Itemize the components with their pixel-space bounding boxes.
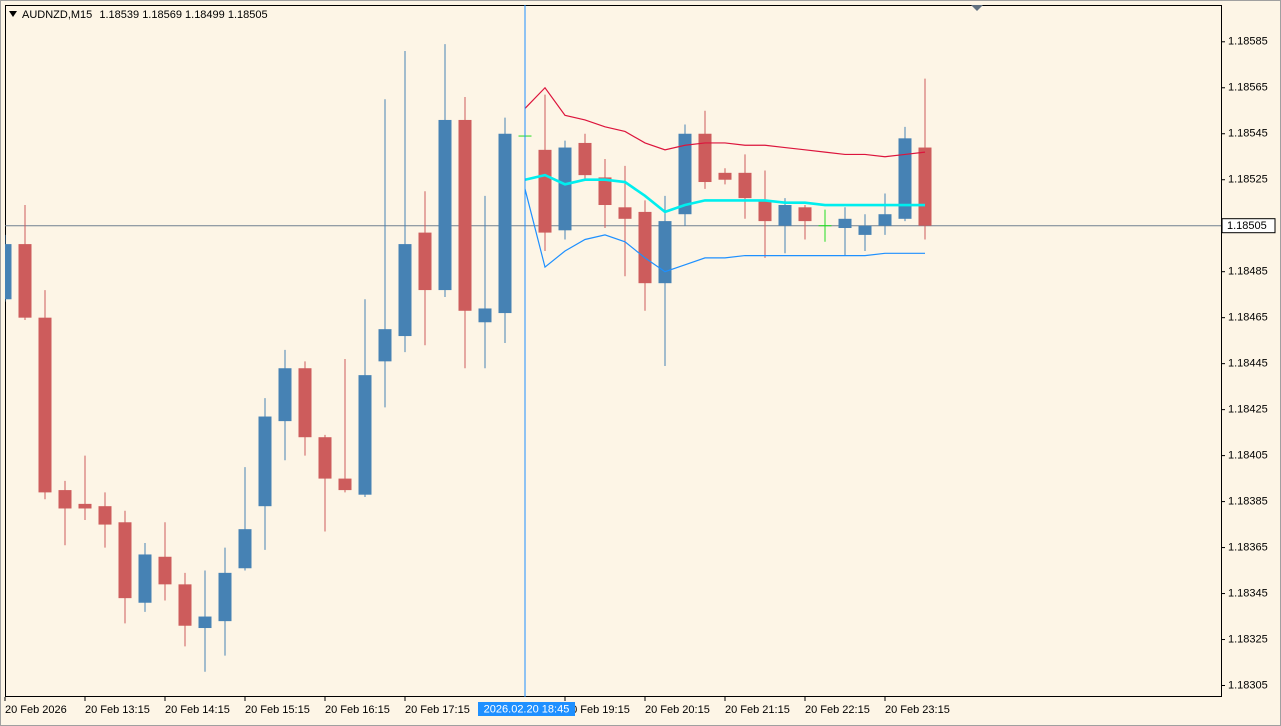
candle-body [478, 308, 492, 323]
candle-body [358, 375, 372, 495]
candle-body [398, 244, 412, 337]
candle-body [598, 177, 612, 206]
y-tick-label: 1.18525 [1228, 174, 1268, 186]
candle-body [758, 200, 772, 222]
plot-border [5, 5, 1222, 697]
candle-body [538, 149, 552, 233]
candle-body [858, 225, 872, 235]
y-tick-label: 1.18405 [1228, 450, 1268, 462]
header-menu-arrow[interactable] [9, 11, 17, 17]
x-tick-label: 20 Feb 23:15 [885, 704, 950, 716]
indicator-line [524, 173, 925, 214]
symbol-title: AUDNZD,M15 [22, 9, 92, 21]
header-open: 1.18539 [99, 9, 139, 21]
candle-body [618, 207, 632, 219]
y-tick-label: 1.18445 [1228, 358, 1268, 370]
candle-body [378, 329, 392, 362]
candle-body [58, 490, 72, 509]
axes: 1.18585 1.18565 1.18545 1.18525 1.18485 1.184… [4, 36, 1268, 716]
y-tick-label: 1.18485 [1228, 266, 1268, 278]
x-tick-label: 20 Feb 15:15 [245, 704, 310, 716]
candle-body [178, 584, 192, 626]
candle-body [798, 207, 812, 222]
candle-body [898, 138, 912, 219]
candle-body [298, 368, 312, 438]
y-tick-label: 1.18425 [1228, 404, 1268, 416]
candle-body [38, 317, 52, 493]
x-tick-label: 20 Feb 19:15 [565, 704, 630, 716]
x-tick-label: 20 Feb 2026 [5, 704, 67, 716]
chart-shift-marker[interactable] [971, 5, 983, 11]
candle-body [718, 172, 732, 180]
header-high: 1.18569 [142, 9, 182, 21]
candle-body [78, 503, 92, 509]
header-low: 1.18499 [185, 9, 225, 21]
candle-body [318, 437, 332, 479]
x-tick-label: 20 Feb 21:15 [725, 704, 790, 716]
candle-body [258, 416, 272, 507]
candle-body [638, 211, 652, 284]
candle-body [198, 616, 212, 629]
candle-body [238, 529, 252, 569]
candle-body [838, 218, 852, 229]
candle-body [418, 232, 432, 291]
x-tick-label: 20 Feb 20:15 [645, 704, 710, 716]
candle-body [98, 506, 112, 525]
candle-body [738, 172, 752, 199]
indicator-line [524, 86, 926, 158]
candle-body [778, 205, 792, 226]
plot-area [5, 44, 1221, 672]
chart-header: AUDNZD,M15 1.18539 1.18569 1.18499 1.185… [22, 9, 268, 21]
candle-body [438, 119, 452, 291]
y-tick-label: 1.18365 [1228, 541, 1268, 553]
candle-body [498, 133, 512, 314]
candle-body [558, 147, 572, 231]
x-tick-label: 20 Feb 17:15 [405, 704, 470, 716]
indicator-line [524, 188, 925, 273]
candle-body [578, 142, 592, 176]
current-price-label: 1.18505 [1227, 220, 1267, 232]
y-tick-label: 1.18585 [1228, 36, 1268, 48]
candle-body [138, 554, 152, 603]
candle-body [698, 133, 712, 183]
candle-body [658, 221, 672, 284]
candle-body [158, 556, 172, 585]
candle-body [218, 572, 232, 622]
candle-body [878, 214, 892, 226]
header-close: 1.18505 [228, 9, 268, 21]
candle-body [458, 119, 472, 311]
crosshair-label: 2026.02.20 18:45 [484, 703, 570, 715]
current-price-box [1221, 218, 1276, 234]
x-tick-label: 20 Feb 14:15 [165, 704, 230, 716]
y-tick-label: 1.18305 [1228, 679, 1268, 691]
crosshair-label-box [478, 702, 575, 716]
y-tick-label: 1.18325 [1228, 633, 1268, 645]
y-tick-label: 1.18345 [1228, 587, 1268, 599]
candle-body [678, 133, 692, 215]
candle-body [338, 478, 352, 491]
x-tick-label: 20 Feb 22:15 [805, 704, 870, 716]
x-tick-label: 20 Feb 16:15 [325, 704, 390, 716]
y-tick-label: 1.18565 [1228, 82, 1268, 94]
candle-body [18, 244, 32, 318]
candle-body [278, 368, 292, 422]
candle-body [918, 147, 932, 226]
y-tick-label: 1.18385 [1228, 495, 1268, 507]
candle-body [118, 522, 132, 599]
x-tick-label: 20 Feb 13:15 [85, 704, 150, 716]
candle-body [5, 244, 12, 300]
y-tick-label: 1.18545 [1228, 128, 1268, 140]
y-tick-label: 1.18465 [1228, 312, 1268, 324]
